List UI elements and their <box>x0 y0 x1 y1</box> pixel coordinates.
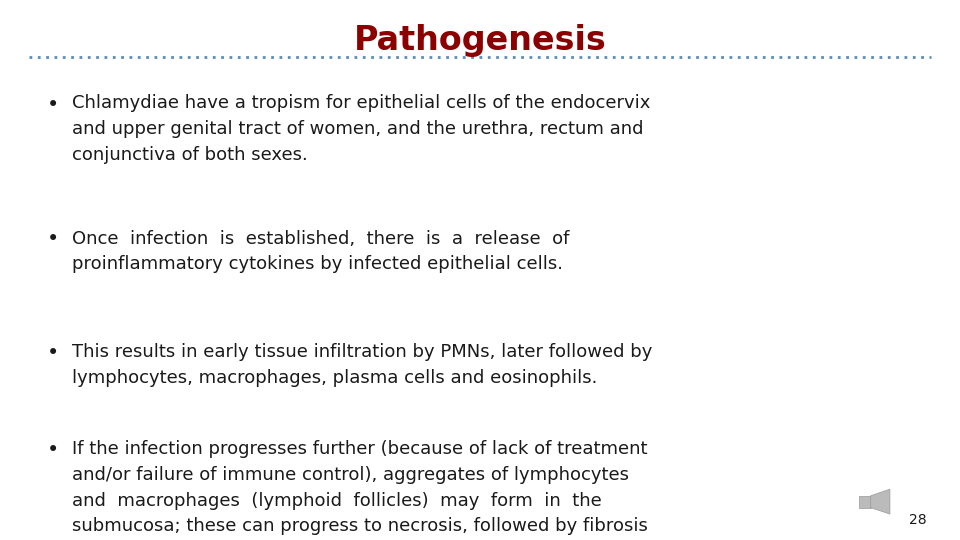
Bar <box>859 496 871 508</box>
Text: Chlamydiae have a tropism for epithelial cells of the endocervix
and upper genit: Chlamydiae have a tropism for epithelial… <box>72 94 650 164</box>
Text: This results in early tissue infiltration by PMNs, later followed by
lymphocytes: This results in early tissue infiltratio… <box>72 343 653 387</box>
Polygon shape <box>871 489 890 514</box>
Text: •: • <box>47 230 59 249</box>
Text: Pathogenesis: Pathogenesis <box>353 24 607 57</box>
Text: •: • <box>47 343 59 363</box>
Text: •: • <box>47 440 59 460</box>
Text: If the infection progresses further (because of lack of treatment
and/or failure: If the infection progresses further (bec… <box>72 440 648 540</box>
Text: 28: 28 <box>909 512 926 526</box>
Text: Once  infection  is  established,  there  is  a  release  of
proinflammatory cyt: Once infection is established, there is … <box>72 230 569 273</box>
Text: •: • <box>47 94 59 114</box>
